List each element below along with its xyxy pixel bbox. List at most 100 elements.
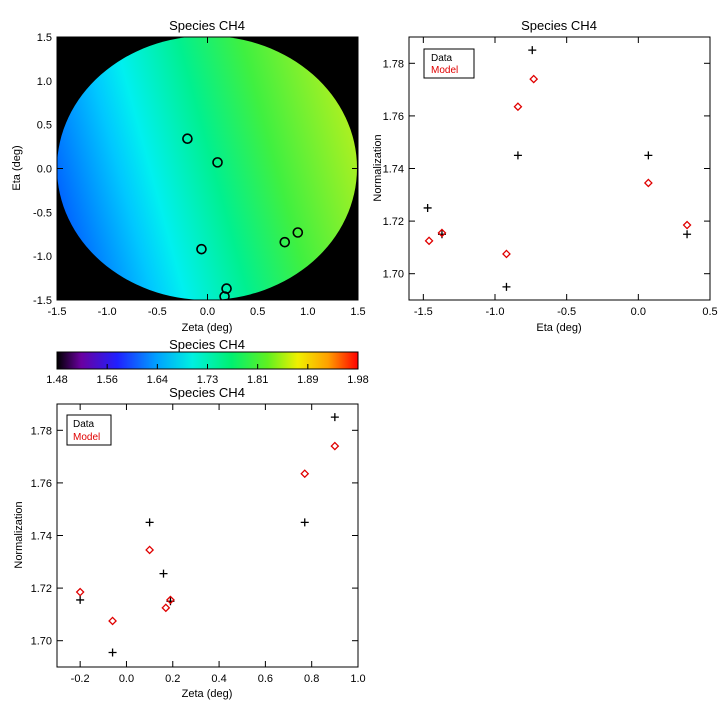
colorbar-tick-label: 1.89 bbox=[297, 374, 318, 386]
zeta-legend-box bbox=[66, 414, 112, 446]
zeta-plot-model-point bbox=[166, 595, 175, 605]
zeta-plot-x-tick-label: 1.0 bbox=[350, 673, 365, 685]
zeta-plot-x-tick-label: 0.8 bbox=[304, 673, 319, 685]
eta-plot-x-label: Eta (deg) bbox=[536, 322, 581, 334]
zeta-plot-y-label: Normalization bbox=[13, 501, 25, 568]
zeta-plot-data-point bbox=[300, 518, 309, 527]
zeta-plot-y-tick-label: 1.74 bbox=[31, 531, 52, 543]
zeta-plot-x-tick-label: -0.2 bbox=[71, 673, 90, 685]
map-y-tick-label: -1.5 bbox=[33, 295, 52, 307]
colorbar-tick-label: 1.81 bbox=[247, 374, 268, 386]
map-y-axis: -1.5 -1.0 -0.5 0.0 0.5 1.0 1.5 bbox=[33, 32, 358, 307]
map-y-tick-label: 1.0 bbox=[37, 76, 52, 88]
map-x-tick-label: 1.0 bbox=[300, 306, 315, 318]
zeta-plot-data-point bbox=[159, 569, 168, 578]
zeta-plot-data-point bbox=[145, 518, 154, 527]
map-marker bbox=[279, 236, 291, 248]
map-y-tick-label: 0.0 bbox=[37, 164, 52, 176]
eta-legend-model: Model bbox=[431, 65, 458, 76]
map-panel: Species CH4 -1.5 -1.0 -0.5 0.0 0.5 1.0 1.5 -1.… bbox=[11, 18, 366, 334]
eta-plot-y-tick-label: 1.76 bbox=[383, 111, 404, 123]
zeta-plot-model-point bbox=[330, 441, 340, 451]
colorbar-tick-label: 1.48 bbox=[46, 374, 67, 386]
zeta-plot-x-tick-label: 0.0 bbox=[119, 673, 134, 685]
colorbar-ticks: 1.48 1.56 1.64 1.73 1.81 1.89 1.98 bbox=[46, 364, 369, 386]
eta-plot-data-point bbox=[423, 203, 432, 212]
colorbar-tick-label: 1.98 bbox=[347, 374, 368, 386]
eta-legend-data: Data bbox=[431, 53, 453, 64]
zeta-plot-y-tick-label: 1.70 bbox=[31, 636, 52, 648]
map-marker bbox=[182, 133, 193, 144]
map-y-tick-label: 0.5 bbox=[37, 120, 52, 132]
map-y-tick-label: -0.5 bbox=[33, 207, 52, 219]
eta-plot-data-point bbox=[683, 230, 692, 239]
colorbar-tick-label: 1.56 bbox=[96, 374, 117, 386]
colorbar-tick-label: 1.73 bbox=[197, 374, 218, 386]
eta-plot-x-axis: -1.5 -1.0 -0.5 0.0 0.5 bbox=[414, 37, 718, 318]
map-x-tick-label: -1.0 bbox=[98, 306, 117, 318]
zeta-plot-data-point bbox=[76, 595, 85, 604]
zeta-plot-x-axis: -0.2 0.0 0.2 0.4 0.6 0.8 1.0 bbox=[71, 404, 366, 685]
zeta-plot-x-tick-label: 0.2 bbox=[165, 673, 180, 685]
zeta-plot-x-tick-label: 0.6 bbox=[258, 673, 273, 685]
zeta-plot-y-axis: 1.70 1.72 1.74 1.76 1.78 bbox=[31, 425, 358, 648]
zeta-plot-model-point bbox=[161, 603, 171, 613]
eta-plot-model-point bbox=[682, 220, 692, 230]
eta-plot-x-tick-label: 0.5 bbox=[702, 306, 717, 318]
map-disk bbox=[57, 37, 357, 300]
zeta-plot-x-label: Zeta (deg) bbox=[182, 688, 233, 700]
zeta-plot-y-tick-label: 1.72 bbox=[31, 583, 52, 595]
zeta-plot-y-tick-label: 1.78 bbox=[31, 425, 52, 437]
eta-plot-model-point bbox=[513, 102, 523, 112]
map-y-label: Eta (deg) bbox=[11, 145, 23, 190]
eta-legend-box bbox=[423, 48, 475, 79]
eta-plot-y-label: Normalization bbox=[372, 134, 384, 201]
zeta-plot-data-point bbox=[330, 413, 339, 422]
eta-plot-model-point bbox=[437, 228, 447, 238]
map-x-tick-label: -1.5 bbox=[48, 306, 67, 318]
eta-plot-y-axis: 1.70 1.72 1.74 1.76 1.78 bbox=[383, 58, 710, 281]
zeta-plot-y-tick-label: 1.76 bbox=[31, 478, 52, 490]
map-x-label: Zeta (deg) bbox=[182, 322, 233, 334]
map-title: Species CH4 bbox=[169, 18, 245, 33]
map-x-tick-label: 0.5 bbox=[250, 306, 265, 318]
eta-plot-x-tick-label: 0.0 bbox=[631, 306, 646, 318]
zeta-plot-model-point bbox=[145, 545, 155, 555]
eta-plot-data-point bbox=[528, 46, 537, 55]
eta-plot-model-point bbox=[424, 236, 434, 246]
zeta-plot-legend: Data Model bbox=[66, 414, 112, 446]
map-x-tick-label: 1.5 bbox=[350, 306, 365, 318]
map-marker bbox=[212, 157, 223, 168]
zeta-plot-model-point bbox=[75, 587, 85, 597]
eta-plot-y-tick-label: 1.74 bbox=[383, 164, 404, 176]
eta-plot-x-tick-label: -1.0 bbox=[486, 306, 505, 318]
map-marker bbox=[196, 243, 207, 255]
eta-plot-data-point bbox=[644, 151, 653, 160]
eta-plot-x-tick-label: -1.5 bbox=[414, 306, 433, 318]
eta-plot-points bbox=[423, 46, 692, 291]
eta-plot-legend: Data Model bbox=[423, 48, 475, 79]
eta-plot-model-point bbox=[502, 249, 511, 259]
eta-panel: Species CH4 -1.5 -1.0 -0.5 0.0 0.5 1.701.721… bbox=[372, 18, 718, 334]
zeta-plot-model-point bbox=[300, 469, 310, 479]
map-markers bbox=[182, 133, 304, 300]
zeta-panel: Species CH4 -0.2 0.0 0.2 0.4 0.6 0.8 1.0 1.701… bbox=[13, 385, 366, 700]
zeta-plot-model-point bbox=[108, 616, 117, 626]
zeta-plot-points bbox=[75, 413, 340, 657]
eta-plot-title: Species CH4 bbox=[521, 18, 597, 33]
map-marker bbox=[292, 227, 304, 238]
eta-plot-model-point bbox=[529, 74, 539, 84]
zeta-legend-data: Data bbox=[73, 419, 95, 430]
map-x-axis: -1.5 -1.0 -0.5 0.0 0.5 1.0 1.5 bbox=[48, 37, 366, 318]
eta-plot-y-tick-label: 1.78 bbox=[383, 58, 404, 70]
map-y-tick-label: -1.0 bbox=[33, 251, 52, 263]
zeta-plot-x-tick-label: 0.4 bbox=[211, 673, 226, 685]
zeta-plot-title: Species CH4 bbox=[169, 385, 245, 400]
map-marker bbox=[219, 291, 230, 300]
map-x-tick-label: -0.5 bbox=[148, 306, 167, 318]
map-y-tick-label: 1.5 bbox=[37, 32, 52, 44]
colorbar-tick-label: 1.64 bbox=[147, 374, 168, 386]
eta-plot-y-tick-label: 1.72 bbox=[383, 216, 404, 228]
eta-plot-model-point bbox=[643, 178, 653, 188]
